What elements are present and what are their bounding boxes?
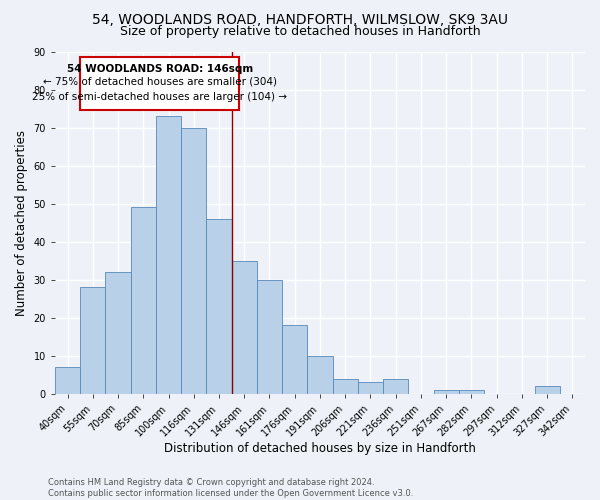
Bar [106, 272, 131, 394]
Bar [257, 280, 282, 394]
Bar [156, 116, 181, 394]
Bar [181, 128, 206, 394]
Text: Contains HM Land Registry data © Crown copyright and database right 2024.
Contai: Contains HM Land Registry data © Crown c… [48, 478, 413, 498]
Bar [358, 382, 383, 394]
Text: ← 75% of detached houses are smaller (304): ← 75% of detached houses are smaller (30… [43, 77, 277, 87]
X-axis label: Distribution of detached houses by size in Handforth: Distribution of detached houses by size … [164, 442, 476, 455]
Bar [206, 219, 232, 394]
Bar [80, 288, 106, 394]
Bar [535, 386, 560, 394]
FancyBboxPatch shape [80, 57, 239, 110]
Bar [282, 326, 307, 394]
Bar [131, 208, 156, 394]
Bar [232, 260, 257, 394]
Text: 54 WOODLANDS ROAD: 146sqm: 54 WOODLANDS ROAD: 146sqm [67, 64, 253, 74]
Bar [332, 378, 358, 394]
Text: 54, WOODLANDS ROAD, HANDFORTH, WILMSLOW, SK9 3AU: 54, WOODLANDS ROAD, HANDFORTH, WILMSLOW,… [92, 12, 508, 26]
Text: 25% of semi-detached houses are larger (104) →: 25% of semi-detached houses are larger (… [32, 92, 287, 102]
Bar [459, 390, 484, 394]
Bar [383, 378, 409, 394]
Bar [307, 356, 332, 394]
Y-axis label: Number of detached properties: Number of detached properties [15, 130, 28, 316]
Text: Size of property relative to detached houses in Handforth: Size of property relative to detached ho… [119, 25, 481, 38]
Bar [55, 368, 80, 394]
Bar [434, 390, 459, 394]
